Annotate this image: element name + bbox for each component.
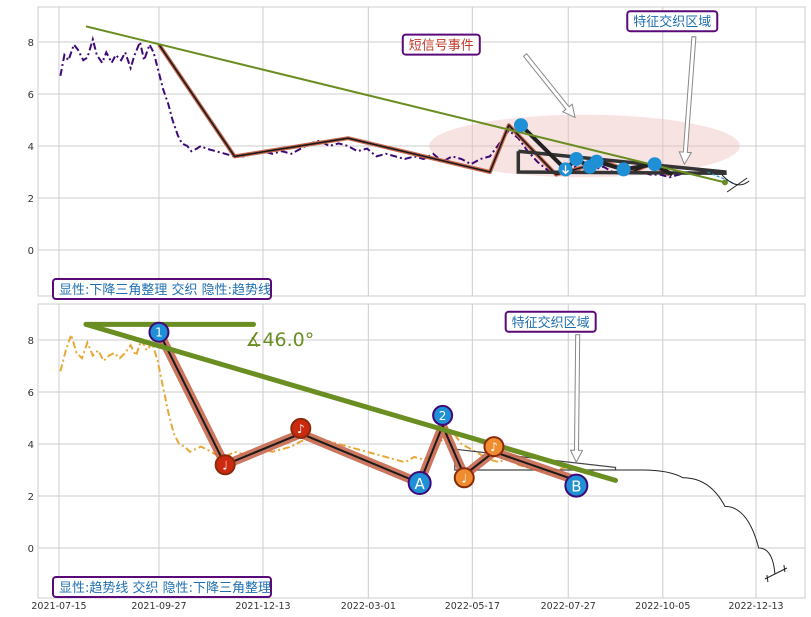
- pivot-marker: [290, 417, 312, 439]
- pivot-marker: [407, 471, 432, 495]
- x-tick-label: 2022-03-01: [341, 601, 396, 612]
- pivot-label: 1: [155, 326, 163, 340]
- callout-arrow: [522, 52, 576, 119]
- y-tick-label: 8: [28, 38, 34, 49]
- y-tick-label: 6: [28, 388, 34, 399]
- callout-arrow: [569, 334, 584, 464]
- projection-end-tick: [783, 564, 786, 573]
- pivot-label: ♪: [490, 440, 498, 454]
- pivot-marker: [148, 321, 170, 343]
- pivot-label: B: [571, 478, 581, 496]
- signal-marker-dot: [589, 154, 604, 169]
- x-tick-label: 2022-05-17: [445, 601, 500, 612]
- x-tick-label: 2022-12-13: [728, 601, 783, 612]
- pivot-label: ♪: [297, 422, 305, 436]
- x-tick-label: 2022-07-27: [541, 601, 596, 612]
- trendline: [85, 25, 726, 184]
- pivot-marker: [432, 404, 454, 426]
- down-arrow-icon: [562, 165, 570, 175]
- feature-zone-label: 特征交织区域: [633, 14, 711, 30]
- y-tick-label: 2: [28, 194, 34, 205]
- bottom-caption: 显性:趋势线 交织 隐性:下降三角整理: [59, 580, 271, 596]
- plot-area-frame: [37, 303, 806, 599]
- pivot-label: ♩: [461, 471, 467, 485]
- projection-arc: [721, 174, 750, 186]
- top-panel: 0 2 4 6 8 短信号事件 特征交织区域: [28, 6, 806, 297]
- bottom-panel: 0 2 4 6 8 ∡46.0° 特征交织区域 1 ♩ ♪ A 2 ♩ ♪ B: [28, 303, 806, 599]
- callout-box: [626, 10, 719, 33]
- projection-end-tick: [764, 567, 788, 580]
- x-tick-label: 2021-09-27: [131, 601, 186, 612]
- pivot-marker: [453, 467, 475, 489]
- callout-arrow: [678, 36, 697, 166]
- angle-label: ∡46.0°: [245, 329, 314, 351]
- x-axis-tick-labels: 2021-07-15 2021-09-27 2021-12-13 2022-03-01…: [31, 601, 783, 612]
- y-tick-label: 0: [28, 246, 34, 257]
- callout-box: [504, 310, 597, 333]
- signal-marker-dot: [513, 118, 528, 133]
- callout-box: [401, 33, 481, 56]
- pivot-label: 2: [439, 409, 447, 423]
- pivot-marker: [214, 454, 236, 476]
- pivot-marker: [564, 473, 589, 498]
- top-caption: 显性:下降三角整理 交织 隐性:趋势线: [59, 282, 271, 298]
- signal-marker-dot: [569, 152, 584, 166]
- y-tick-label: 4: [28, 142, 34, 153]
- x-tick-label: 2021-07-15: [31, 601, 86, 612]
- y-tick-label: 8: [28, 336, 34, 347]
- trendline: [83, 321, 619, 483]
- signal-marker-dot: [647, 157, 662, 172]
- pivot-label: ♩: [222, 458, 228, 472]
- y-tick-label: 0: [28, 544, 34, 555]
- projection-end-tick: [766, 574, 769, 583]
- trendline-end-dot: [721, 179, 728, 186]
- short-signal-label: 短信号事件: [409, 39, 474, 54]
- projection-line: [707, 171, 738, 186]
- feature-zone-label: 特征交织区域: [512, 315, 590, 331]
- y-tick-label: 6: [28, 90, 34, 101]
- signal-marker-dot: [616, 162, 631, 177]
- pivot-label: A: [415, 475, 426, 493]
- pivot-marker: [483, 436, 505, 458]
- projection-curve: [615, 469, 776, 575]
- y-tick-label: 4: [28, 440, 34, 451]
- x-tick-label: 2021-12-13: [235, 601, 290, 612]
- y-tick-label: 2: [28, 492, 34, 503]
- bottom-caption-box: 显性:趋势线 交织 隐性:下降三角整理: [52, 576, 272, 598]
- top-caption-box: 显性:下降三角整理 交织 隐性:趋势线: [52, 278, 272, 300]
- x-tick-label: 2022-10-05: [635, 601, 690, 612]
